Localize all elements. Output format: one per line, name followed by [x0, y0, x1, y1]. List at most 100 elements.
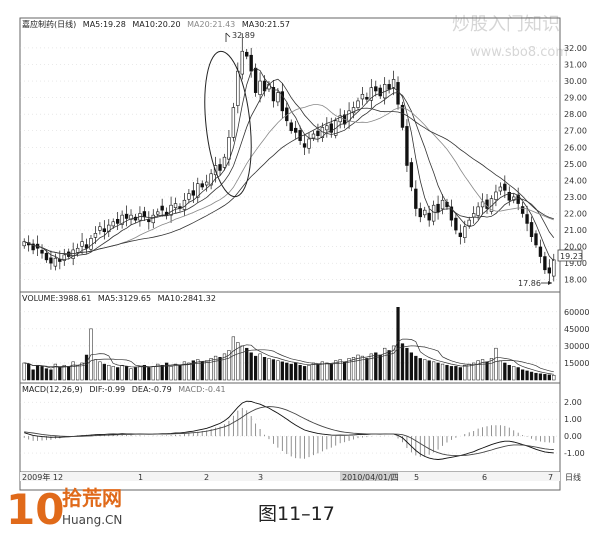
candle: [436, 195, 440, 220]
candle: [98, 222, 102, 235]
candle-body-down: [298, 130, 302, 141]
candle: [151, 209, 155, 229]
volume-bar: [227, 350, 231, 381]
price-tick-label: 25.00: [564, 160, 587, 169]
candle-body-down: [67, 251, 71, 257]
volume-bar: [463, 364, 467, 381]
volume-bar: [173, 363, 178, 381]
candle-body-up: [391, 79, 396, 88]
candle-body-up: [325, 125, 329, 131]
candle: [40, 244, 44, 259]
volume-bar: [191, 360, 195, 381]
dea-line: [24, 406, 554, 457]
candle: [44, 249, 49, 263]
candle: [302, 135, 307, 156]
candle: [173, 197, 178, 214]
candle-body-up: [552, 259, 556, 277]
volume-bar: [213, 355, 218, 381]
watermark-title: 炒股入门知识: [452, 14, 560, 35]
candle-body-up: [351, 107, 356, 114]
candle-body-up: [187, 193, 191, 200]
candle: [520, 201, 525, 218]
candle-body-up: [236, 70, 240, 106]
macd-value: MACD:-0.41: [178, 385, 225, 394]
candle-body-down: [387, 84, 391, 90]
candle: [440, 194, 445, 215]
candle: [289, 119, 293, 134]
candle-body-up: [107, 224, 111, 233]
volume-bar: [507, 364, 511, 381]
candle: [405, 119, 409, 173]
volume-bar: [431, 361, 436, 381]
candle: [164, 207, 169, 220]
volume-bar: [520, 369, 525, 381]
candle-body-down: [329, 123, 333, 133]
surge-highlight-ellipse: [204, 50, 252, 198]
macd-tick-label: -1.00: [564, 449, 585, 458]
candle-body-down: [414, 188, 418, 209]
candle-body-down: [31, 243, 35, 251]
candle-body-down: [418, 208, 422, 218]
candle: [169, 196, 173, 223]
volume-bar: [58, 367, 62, 381]
price-tick-label: 28.00: [564, 110, 587, 119]
ma10-value: MA10:20.20: [132, 20, 180, 29]
candle-body-up: [227, 137, 231, 160]
volume-bar: [142, 364, 147, 381]
volume-bar: [67, 366, 71, 381]
candle-body-up: [204, 181, 209, 186]
candle-body-down: [253, 67, 258, 93]
candle: [356, 97, 360, 111]
volume-bar: [449, 366, 454, 381]
candle: [271, 80, 276, 108]
price-tick-label: 20.00: [564, 243, 587, 252]
candle: [178, 203, 182, 212]
candle-body-down: [507, 192, 511, 201]
volume-bar: [365, 358, 369, 381]
candle-body-down: [160, 205, 164, 211]
volume-bar: [35, 364, 40, 381]
candle-body-down: [454, 217, 458, 231]
candle-body-down: [400, 104, 405, 128]
candle-body-up: [196, 183, 200, 198]
price-header: 嘉应制药(日线) MA5:19.28 MA10:20.20 MA20:21.43…: [22, 19, 290, 29]
price-tick-label: 19.00: [564, 259, 587, 268]
volume-bar: [80, 362, 84, 381]
candle: [347, 102, 351, 129]
volume-bar: [503, 362, 507, 381]
candle-body-up: [222, 156, 227, 168]
volume-bar: [356, 354, 360, 381]
candle: [503, 175, 507, 199]
candle: [147, 211, 151, 230]
volume-bar: [525, 370, 529, 381]
volume-bar: [498, 360, 503, 381]
volume-bar: [374, 352, 378, 381]
candle: [196, 177, 200, 203]
candle: [525, 205, 529, 232]
volume-bar: [289, 363, 293, 381]
volume-axis: 60000 45000 30000 15000: [20, 308, 589, 368]
volume-bar: [84, 354, 89, 381]
logo-cn-name: 拾荒网: [62, 486, 122, 510]
candle: [49, 250, 53, 270]
candle-body-up: [423, 209, 427, 216]
candle-body-down: [302, 143, 307, 148]
candle: [391, 70, 396, 96]
dif-line: [24, 400, 554, 460]
volume-bar: [547, 374, 551, 381]
candle-body-down: [289, 122, 293, 132]
candle: [400, 101, 405, 131]
macd-params: MACD(12,26,9): [22, 385, 83, 394]
volume-bar: [124, 366, 129, 381]
x-label-date: 2010/04/01/四: [342, 473, 399, 482]
candle: [245, 48, 249, 60]
candle-body-up: [75, 247, 80, 253]
volume-bar: [164, 362, 169, 381]
candle: [378, 84, 382, 99]
volume-bar: [552, 374, 556, 381]
price-candles: [22, 33, 556, 283]
candle: [418, 202, 422, 223]
volume-header: VOLUME:3988.61 MA5:3129.65 MA10:2841.32: [22, 294, 216, 303]
volume-bar: [351, 357, 356, 381]
